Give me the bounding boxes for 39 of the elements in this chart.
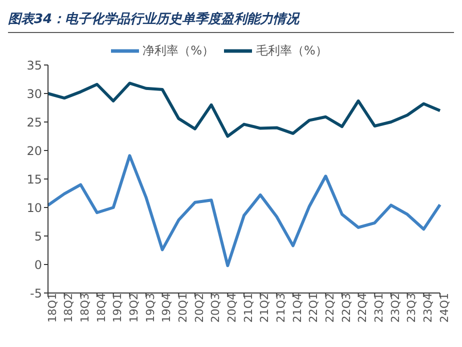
- y-tick-label: 10: [26, 200, 42, 215]
- x-tick-label: 23Q3: [405, 293, 418, 323]
- x-tick-label: 19Q4: [160, 293, 174, 323]
- x-tick-label: 22Q1: [307, 293, 320, 323]
- y-tick-label: 0: [34, 258, 42, 272]
- y-tick-label: 25: [26, 115, 42, 130]
- line-series: [46, 154, 442, 268]
- y-tick-label: 15: [26, 172, 42, 186]
- y-tick-label: 30: [26, 86, 42, 101]
- x-tick-label: 18Q3: [78, 293, 92, 323]
- x-tick-label: 20Q4: [225, 293, 238, 323]
- x-tick-label: 24Q1: [438, 293, 451, 323]
- line-series: [46, 82, 442, 138]
- x-tick-label: 23Q2: [388, 293, 402, 323]
- x-tick-label: 23Q1: [372, 293, 386, 323]
- legend-label: 净利率（%）: [142, 43, 214, 58]
- x-tick-label: 19Q2: [127, 293, 140, 323]
- y-tick-label: 20: [26, 144, 42, 158]
- y-tick-label: 5: [34, 229, 42, 244]
- legend-label: 毛利率（%）: [256, 43, 328, 58]
- chart-title: 图表34：电子化学品行业历史单季度盈利能力情况: [8, 8, 454, 33]
- x-tick-label: 21Q1: [242, 293, 255, 323]
- x-tick-label: 21Q4: [290, 293, 304, 323]
- x-tick-label: 23Q4: [421, 293, 434, 323]
- y-tick-label: 35: [26, 58, 42, 72]
- y-tick-label: -5: [30, 286, 42, 300]
- x-tick-label: 22Q4: [356, 293, 370, 323]
- x-tick-label: 22Q2: [323, 293, 336, 323]
- x-tick-label: 20Q3: [209, 293, 222, 323]
- x-tick-label: 18Q2: [62, 293, 76, 323]
- x-tick-label: 20Q2: [192, 293, 206, 323]
- x-tick-label: 19Q1: [111, 293, 124, 323]
- x-tick-label: 18Q4: [94, 293, 108, 323]
- x-tick-label: 20Q1: [176, 293, 190, 323]
- x-tick-label: 21Q2: [258, 293, 272, 323]
- x-tick-label: 18Q1: [46, 293, 59, 323]
- x-tick-label: 22Q3: [340, 293, 353, 323]
- x-tick-label: 21Q3: [274, 293, 288, 323]
- x-tick-label: 19Q3: [144, 293, 157, 323]
